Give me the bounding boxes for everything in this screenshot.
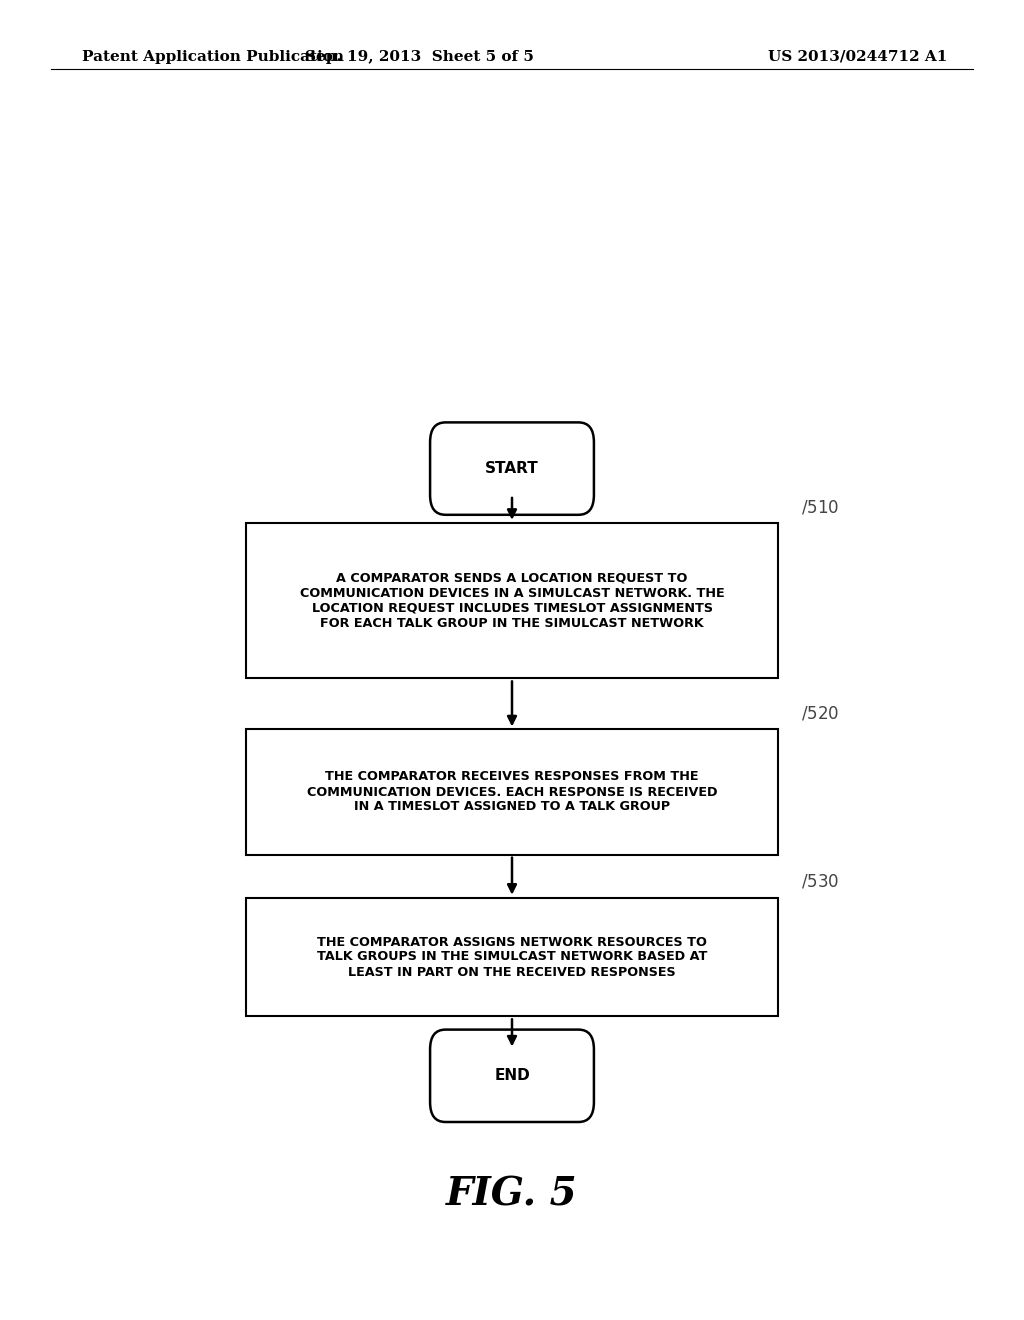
Text: START: START [485,461,539,477]
Text: $\mathsf{/530}$: $\mathsf{/530}$ [801,873,839,891]
FancyBboxPatch shape [430,1030,594,1122]
Text: Patent Application Publication: Patent Application Publication [82,50,344,63]
Text: END: END [495,1068,529,1084]
Text: THE COMPARATOR RECEIVES RESPONSES FROM THE
COMMUNICATION DEVICES. EACH RESPONSE : THE COMPARATOR RECEIVES RESPONSES FROM T… [307,771,717,813]
Text: $\mathsf{/510}$: $\mathsf{/510}$ [801,498,839,516]
FancyBboxPatch shape [430,422,594,515]
Text: FIG. 5: FIG. 5 [446,1176,578,1213]
Text: $\mathsf{/520}$: $\mathsf{/520}$ [801,705,839,722]
Text: A COMPARATOR SENDS A LOCATION REQUEST TO
COMMUNICATION DEVICES IN A SIMULCAST NE: A COMPARATOR SENDS A LOCATION REQUEST TO… [300,572,724,630]
Text: US 2013/0244712 A1: US 2013/0244712 A1 [768,50,947,63]
Text: Sep. 19, 2013  Sheet 5 of 5: Sep. 19, 2013 Sheet 5 of 5 [305,50,535,63]
Text: THE COMPARATOR ASSIGNS NETWORK RESOURCES TO
TALK GROUPS IN THE SIMULCAST NETWORK: THE COMPARATOR ASSIGNS NETWORK RESOURCES… [316,936,708,978]
FancyBboxPatch shape [246,523,778,678]
FancyBboxPatch shape [246,898,778,1016]
FancyBboxPatch shape [246,729,778,855]
